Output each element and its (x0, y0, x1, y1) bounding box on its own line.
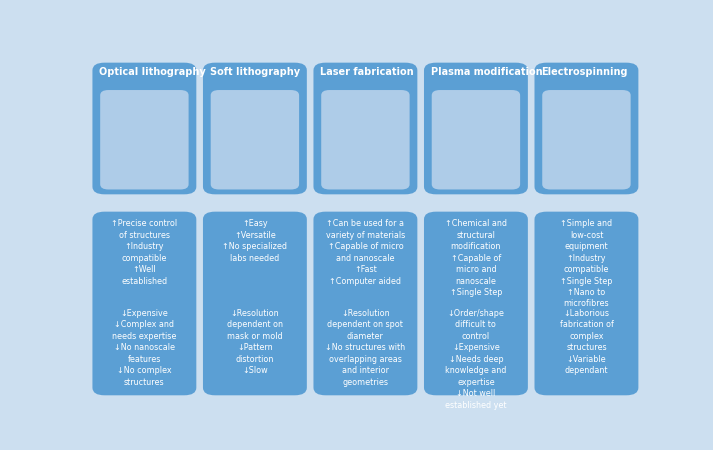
Text: ↓Resolution
dependent on
mask or mold
↓Pattern
distortion
↓Slow: ↓Resolution dependent on mask or mold ↓P… (227, 309, 283, 375)
Text: ↑Can be used for a
variety of materials
↑Capable of micro
and nanoscale
↑Fast
↑C: ↑Can be used for a variety of materials … (326, 219, 405, 286)
FancyBboxPatch shape (424, 63, 528, 194)
FancyBboxPatch shape (314, 212, 417, 395)
FancyBboxPatch shape (203, 63, 307, 194)
Text: Plasma modification: Plasma modification (431, 67, 543, 77)
Text: ↑Simple and
low-cost
equipment
↑Industry
compatible
↑Single Step
↑Nano to
microf: ↑Simple and low-cost equipment ↑Industry… (560, 219, 612, 308)
FancyBboxPatch shape (535, 63, 638, 194)
FancyBboxPatch shape (93, 63, 196, 194)
Text: ↑Easy
↑Versatile
↑No specialized
labs needed: ↑Easy ↑Versatile ↑No specialized labs ne… (222, 219, 287, 263)
Text: Electrospinning: Electrospinning (541, 67, 627, 77)
Text: ↑Precise control
of structures
↑Industry
compatible
↑Well
established: ↑Precise control of structures ↑Industry… (111, 219, 178, 286)
Text: ↓Resolution
dependent on spot
diameter
↓No structures with
overlapping areas
and: ↓Resolution dependent on spot diameter ↓… (325, 309, 406, 387)
FancyBboxPatch shape (211, 90, 299, 189)
FancyBboxPatch shape (321, 90, 409, 189)
FancyBboxPatch shape (314, 63, 417, 194)
Text: Optical lithography: Optical lithography (99, 67, 206, 77)
FancyBboxPatch shape (432, 90, 520, 189)
Text: ↓Expensive
↓Complex and
needs expertise
↓No nanoscale
features
↓No complex
struc: ↓Expensive ↓Complex and needs expertise … (112, 309, 177, 387)
Text: Soft lithography: Soft lithography (210, 67, 299, 77)
Text: ↓Laborious
fabrication of
complex
structures
↓Variable
dependant: ↓Laborious fabrication of complex struct… (560, 309, 613, 375)
FancyBboxPatch shape (535, 212, 638, 395)
FancyBboxPatch shape (93, 212, 196, 395)
Text: ↑Chemical and
structural
modification
↑Capable of
micro and
nanoscale
↑Single St: ↑Chemical and structural modification ↑C… (445, 219, 507, 297)
FancyBboxPatch shape (203, 212, 307, 395)
Text: ↓Order/shape
difficult to
control
↓Expensive
↓Needs deep
knowledge and
expertise: ↓Order/shape difficult to control ↓Expen… (445, 309, 507, 410)
FancyBboxPatch shape (543, 90, 630, 189)
FancyBboxPatch shape (424, 212, 528, 395)
Text: Laser fabrication: Laser fabrication (320, 67, 414, 77)
FancyBboxPatch shape (100, 90, 188, 189)
